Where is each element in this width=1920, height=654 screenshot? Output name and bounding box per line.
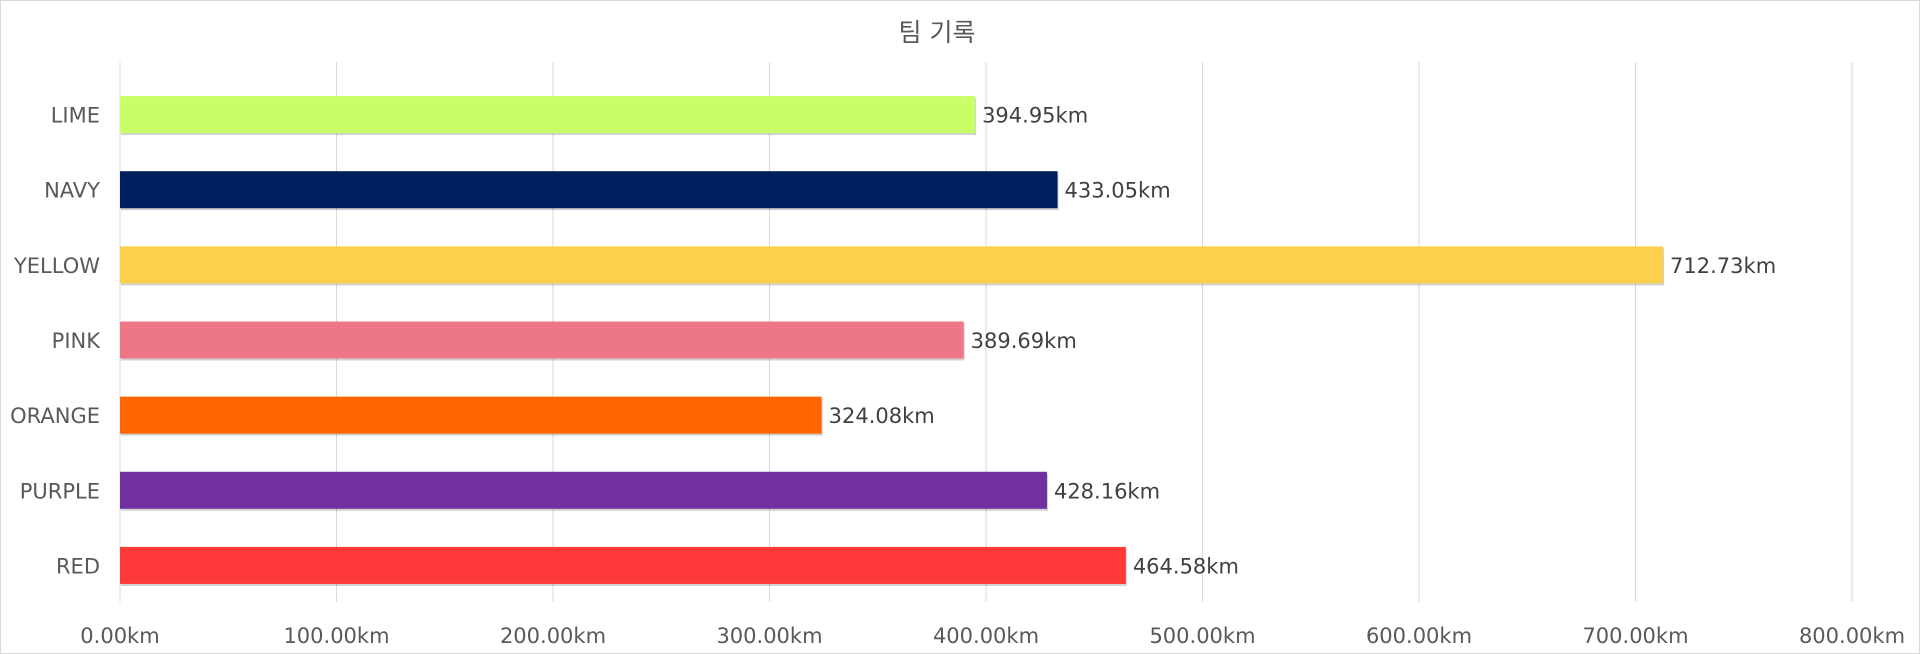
- data-label: 394.95km: [982, 104, 1088, 128]
- data-label: 464.58km: [1133, 554, 1239, 578]
- data-label: 324.08km: [829, 404, 935, 428]
- chart-title: 팀 기록: [899, 18, 976, 47]
- data-label: 428.16km: [1054, 479, 1160, 503]
- bar-orange: [120, 396, 822, 434]
- category-label: ORANGE: [10, 404, 100, 428]
- x-tick-label: 400.00km: [933, 624, 1039, 648]
- category-label: PURPLE: [20, 479, 100, 503]
- x-tick-label: 700.00km: [1582, 624, 1688, 648]
- data-label: 433.05km: [1065, 179, 1171, 203]
- x-tick-label: 300.00km: [716, 624, 822, 648]
- gridlines: [119, 62, 1853, 602]
- data-labels: 394.95km 433.05km 712.73km 389.69km 324.08km…: [829, 104, 1777, 579]
- x-tick-label: 600.00km: [1366, 624, 1472, 648]
- category-labels: LIME NAVY YELLOW PINK ORANGE PURPLE RED: [10, 104, 101, 579]
- bar-lime: [120, 96, 976, 134]
- x-tick-label: 500.00km: [1149, 624, 1255, 648]
- category-label: YELLOW: [13, 254, 100, 278]
- bar-navy: [120, 171, 1058, 209]
- data-label: 712.73km: [1670, 254, 1776, 278]
- x-tick-label: 200.00km: [500, 624, 606, 648]
- x-tick-label: 800.00km: [1799, 624, 1905, 648]
- bar-red: [120, 546, 1126, 584]
- x-tick-label: 100.00km: [283, 624, 389, 648]
- category-label: PINK: [52, 329, 102, 353]
- category-label: RED: [56, 554, 100, 578]
- bar-yellow: [120, 246, 1664, 284]
- bar-pink: [120, 321, 964, 359]
- bars: [120, 96, 1665, 586]
- bar-purple: [120, 471, 1047, 509]
- data-label: 389.69km: [971, 329, 1077, 353]
- x-tick-label: 0.00km: [80, 624, 159, 648]
- category-label: LIME: [51, 104, 100, 128]
- x-tick-labels: 0.00km 100.00km 200.00km 300.00km 400.00km 50…: [80, 624, 1905, 648]
- category-label: NAVY: [44, 179, 100, 203]
